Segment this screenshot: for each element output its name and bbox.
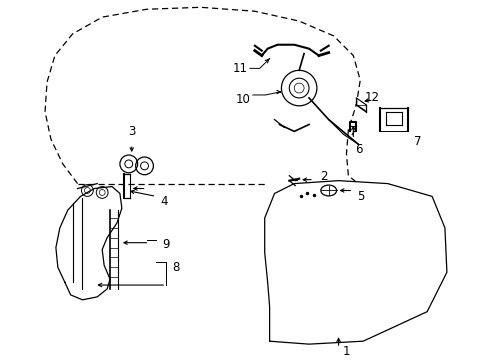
Text: 5: 5 xyxy=(357,190,364,203)
Text: 1: 1 xyxy=(342,345,349,357)
Text: 12: 12 xyxy=(364,91,379,104)
Text: 4: 4 xyxy=(160,195,168,208)
Text: 7: 7 xyxy=(413,135,420,148)
Text: 2: 2 xyxy=(319,170,327,183)
Text: 6: 6 xyxy=(355,143,362,156)
Text: 3: 3 xyxy=(128,125,135,138)
Text: 11: 11 xyxy=(232,62,247,75)
Text: 10: 10 xyxy=(235,93,250,107)
Text: 8: 8 xyxy=(172,261,180,274)
Text: 9: 9 xyxy=(162,238,170,251)
